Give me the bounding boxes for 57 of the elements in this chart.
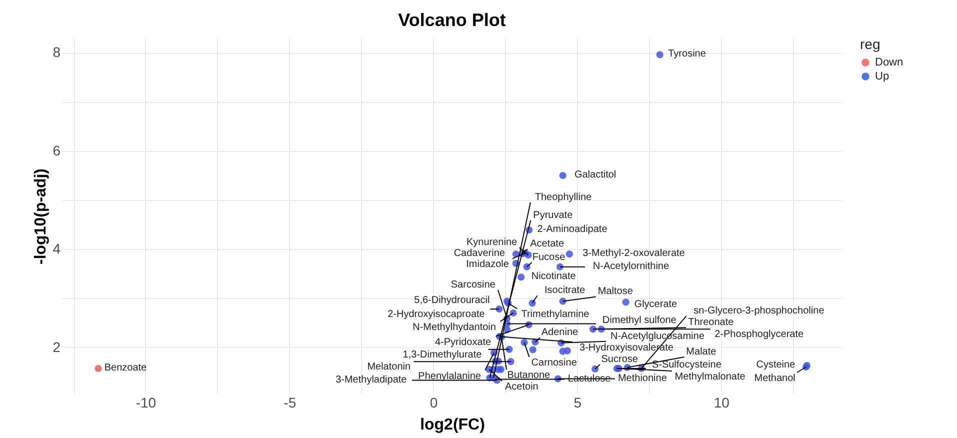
annotation: Butanone (507, 370, 551, 382)
x-tick-label: -5 (284, 394, 296, 410)
x-tick-label: 0 (430, 394, 438, 410)
chart-title: Volcano Plot (398, 10, 506, 30)
annotation: Dimethyl sulfone (602, 314, 677, 326)
annotation: 3-Methyl-2-oxovalerate (582, 248, 686, 260)
annotation: Threonate (688, 317, 734, 328)
annotation: Benzoate (104, 362, 148, 374)
annotation: Sarcosine (450, 279, 496, 290)
annotation: Phenylalanine (418, 370, 482, 382)
annotation: Pyruvate (533, 210, 574, 221)
annotation: Carnosine (531, 357, 578, 368)
annotation: N-Acetylornithine (592, 260, 670, 272)
annotation: 5,6-Dihydrouracil (414, 295, 490, 306)
annotation: Maltose (598, 286, 634, 298)
annotation: Sucrose (601, 354, 638, 365)
x-tick-label: -10 (136, 394, 156, 410)
x-tick-label: 10 (714, 394, 730, 410)
annotation: Methionine (618, 372, 668, 384)
annotation: Fucose (532, 252, 566, 263)
annotation: 2-Hydroxyisocaproate (388, 309, 486, 320)
annotation: Methanol (754, 372, 796, 384)
annotation: Adenine (541, 326, 579, 338)
annotation: sn-Glycero-3-phosphocholine (694, 305, 825, 316)
y-tick-label: 4 (52, 240, 61, 257)
y-tick-label: 8 (52, 44, 61, 60)
annotation: Melatonin (367, 362, 411, 373)
annotation: Imidazole (466, 259, 510, 270)
x-tick-label: 5 (574, 394, 582, 410)
annotation: Galactitol (574, 169, 616, 180)
annotation: Trimethylamine (521, 309, 590, 320)
annotation: 1,3-Dimethylurate (402, 349, 482, 360)
legend-title: reg (860, 36, 880, 52)
legend-label: Down (875, 56, 904, 68)
annotation: Kynurenine (466, 237, 518, 248)
annotation: 3-Methyladipate (336, 374, 408, 386)
annotation: S-Sulfocysteine (652, 359, 722, 370)
annotation: Glycerate (634, 299, 678, 310)
annotation: Nicotinate (531, 271, 576, 282)
annotation: N-Methylhydantoin (412, 322, 496, 333)
y-tick-label: 6 (52, 142, 61, 158)
annotation: 2-Phosphoglycerate (714, 329, 804, 340)
annotation: Theophylline (534, 192, 592, 203)
annotation: Malate (686, 346, 717, 358)
annotation: 2-Aminoadipate (537, 224, 608, 235)
y-tick-label: 2 (52, 338, 61, 355)
annotation: Cysteine (756, 360, 796, 371)
y-axis-title: -log10(p-adj) (32, 168, 50, 264)
annotation: Acetate (530, 238, 564, 250)
x-axis-title: log2(FC) (420, 416, 485, 434)
legend-label: Up (875, 70, 890, 82)
annotation: Isocitrate (544, 285, 586, 296)
annotation: Methylmalonate (674, 371, 746, 382)
annotation: Cadaverine (454, 248, 506, 260)
annotation: 4-Pyridoxate (434, 336, 492, 348)
annotation: Acetoin (505, 381, 538, 392)
annotation: Tyrosine (668, 48, 706, 60)
